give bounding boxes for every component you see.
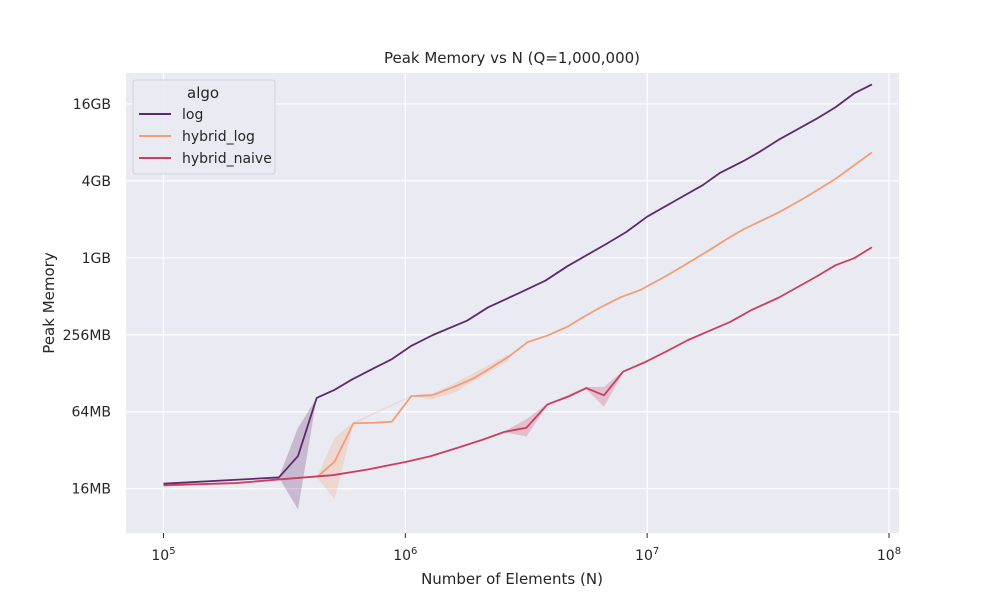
legend: algo log hybrid_log hybrid_naive	[132, 79, 276, 175]
line-log	[163, 83, 873, 485]
legend-title: algo	[187, 84, 219, 102]
y-tick-label: 256MB	[63, 328, 111, 344]
x-tick-label: 106	[393, 546, 417, 564]
line-hybrid_naive	[163, 246, 873, 487]
y-tick-label: 4GB	[82, 174, 111, 190]
series-lines	[163, 83, 873, 487]
x-axis-ticks: 105 106 107 108	[151, 533, 901, 564]
legend-label-hybrid_naive: hybrid_naive	[182, 151, 272, 167]
x-tick-label: 107	[635, 546, 659, 564]
legend-label-log: log	[182, 107, 203, 123]
y-tick-label: 16MB	[72, 482, 112, 498]
chart-title: Peak Memory vs N (Q=1,000,000)	[384, 49, 640, 67]
x-tick-label: 108	[877, 546, 901, 564]
y-tick-label: 16GB	[73, 97, 111, 113]
y-tick-label: 1GB	[82, 251, 111, 267]
y-axis-label: Peak Memory	[40, 252, 58, 354]
y-axis-ticks: 16MB 64MB 256MB 1GB 4GB 16GB	[63, 97, 111, 498]
legend-box	[132, 79, 276, 175]
y-tick-label: 64MB	[72, 405, 112, 421]
legend-label-hybrid_log: hybrid_log	[182, 129, 255, 145]
line-hybrid_log	[316, 151, 873, 479]
x-tick-label: 105	[151, 546, 175, 564]
x-axis-label: Number of Elements (N)	[421, 570, 603, 588]
gridlines	[126, 73, 899, 533]
